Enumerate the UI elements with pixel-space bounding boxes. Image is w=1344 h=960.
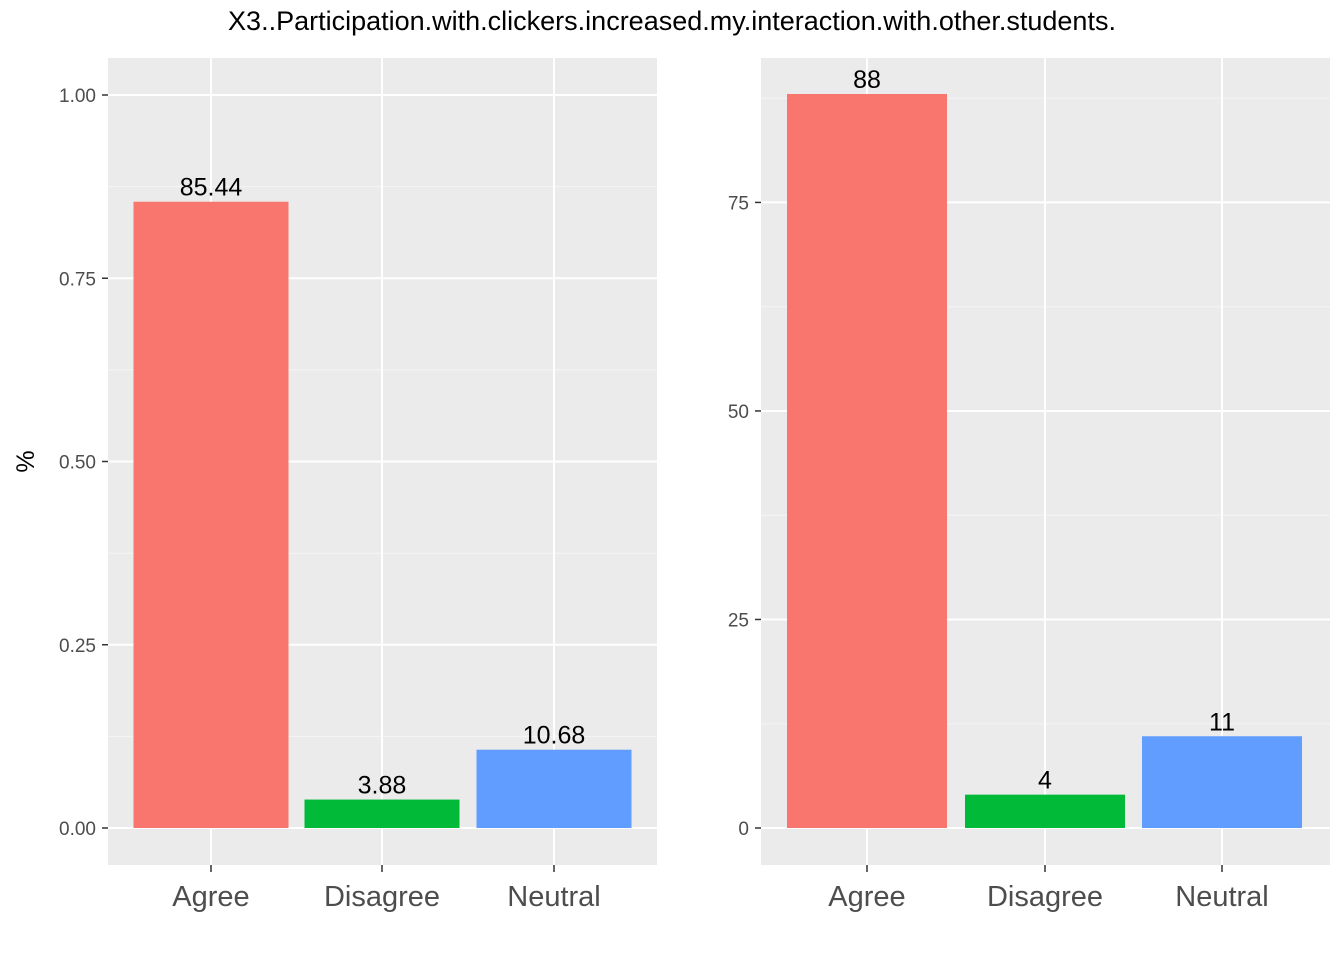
y-tick-label: 75 (728, 193, 749, 214)
x-tick-label-agree: Agree (172, 881, 249, 913)
bar-disagree (304, 799, 460, 828)
bar-neutral (476, 749, 632, 828)
data-label-neutral: 11 (1209, 708, 1235, 736)
data-label-disagree: 3.88 (358, 772, 407, 800)
y-tick-label: 0 (738, 819, 749, 840)
bar-disagree (965, 794, 1125, 828)
y-tick-label: 0.25 (59, 636, 96, 657)
bar-neutral (1142, 736, 1302, 828)
data-label-disagree: 4 (1038, 767, 1052, 795)
chart-title: X3..Participation.with.clickers.increase… (228, 6, 1116, 36)
chart-panel-2: 0 25 50 75 88 Agree 4 Disagree 11 Neutral (728, 58, 1330, 913)
data-label-agree: 88 (853, 66, 881, 94)
x-tick-label-neutral: Neutral (1175, 881, 1269, 913)
y-tick-label: 0.75 (59, 269, 96, 290)
x-tick-label-agree: Agree (828, 881, 905, 913)
bar-agree (133, 201, 289, 828)
chart-panel-1: 0.00 0.25 0.50 0.75 1.00 85.44 Agree 3.88 Disagr… (12, 58, 657, 913)
data-label-neutral: 10.68 (523, 722, 586, 750)
bar-agree (787, 94, 947, 828)
x-tick-label-neutral: Neutral (507, 881, 601, 913)
y-tick-label: 25 (728, 610, 749, 631)
y-tick-label: 1.00 (59, 86, 96, 107)
y-axis-title: % (12, 450, 40, 472)
y-tick-label: 50 (728, 402, 749, 423)
data-label-agree: 85.44 (180, 174, 243, 202)
y-tick-label: 0.50 (59, 453, 96, 474)
y-tick-label: 0.00 (59, 819, 96, 840)
x-tick-label-disagree: Disagree (987, 881, 1103, 913)
x-tick-label-disagree: Disagree (324, 881, 440, 913)
